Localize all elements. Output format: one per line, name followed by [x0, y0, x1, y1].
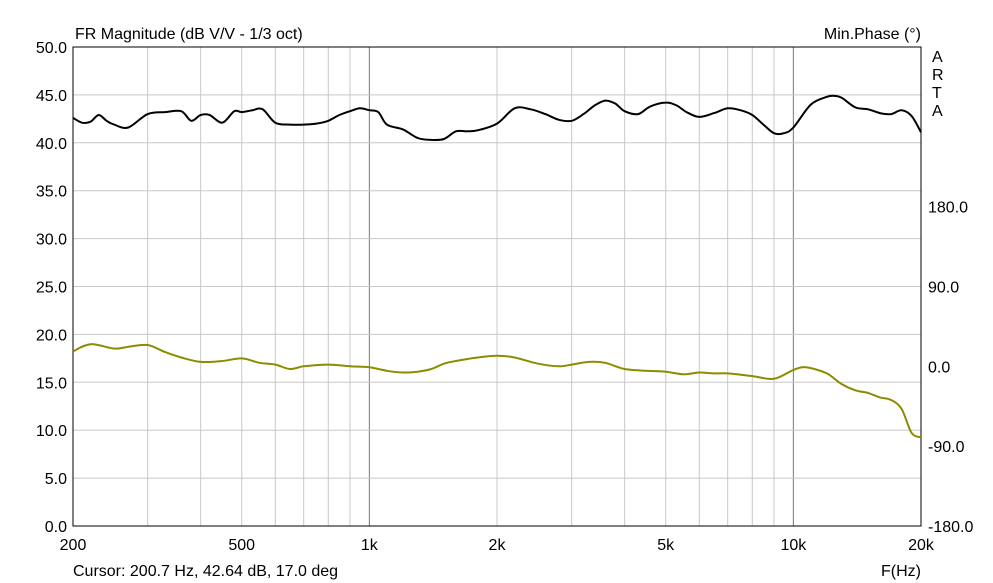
y-tick-label: 10.0 [36, 423, 67, 440]
x-tick-label: 500 [228, 537, 255, 554]
plot-area-frame [72, 46, 922, 527]
y-tick-label: 5.0 [45, 471, 67, 488]
x-tick-label: 200 [60, 537, 87, 554]
y-axis-right-labels: -180.0 -90.0 0.0 90.0 180.0 [928, 200, 973, 536]
y-axis-left-labels: 0.0 5.0 10.0 15.0 20.0 25.0 30.0 35.0 40.0 45.0 50… [36, 40, 67, 536]
x-tick-label: 1k [361, 537, 379, 554]
y2-tick-label: 0.0 [928, 359, 950, 376]
y-tick-label: 45.0 [36, 88, 67, 105]
cursor-readout: Cursor: 200.7 Hz, 42.64 dB, 17.0 deg [73, 563, 338, 580]
y-tick-label: 25.0 [36, 280, 67, 297]
y-tick-label: 15.0 [36, 375, 67, 392]
y2-tick-label: -180.0 [928, 519, 973, 536]
y2-tick-label: 90.0 [928, 280, 959, 297]
x-axis-labels: 200 500 1k 2k 5k 10k 20k [60, 537, 935, 554]
y2-tick-label: -90.0 [928, 439, 965, 456]
magnitude-curve [72, 94, 922, 142]
x-tick-label: 20k [908, 537, 935, 554]
y-tick-label: 20.0 [36, 327, 67, 344]
y-tick-label: 40.0 [36, 136, 67, 153]
y-tick-label: 35.0 [36, 184, 67, 201]
x-tick-label: 5k [657, 537, 675, 554]
y-tick-label: 50.0 [36, 40, 67, 57]
phase-axis-title: Min.Phase (°) [824, 26, 921, 43]
chart-title: FR Magnitude (dB V/V - 1/3 oct) [75, 26, 303, 43]
x-tick-label: 2k [489, 537, 507, 554]
series-layer [72, 94, 922, 439]
y-tick-label: 0.0 [45, 519, 67, 536]
y-tick-label: 30.0 [36, 232, 67, 249]
chart-grid [72, 46, 922, 527]
x-axis-title: F(Hz) [881, 563, 921, 580]
phase-curve [72, 343, 922, 439]
y2-tick-label: 180.0 [928, 200, 968, 217]
x-tick-label: 10k [780, 537, 807, 554]
